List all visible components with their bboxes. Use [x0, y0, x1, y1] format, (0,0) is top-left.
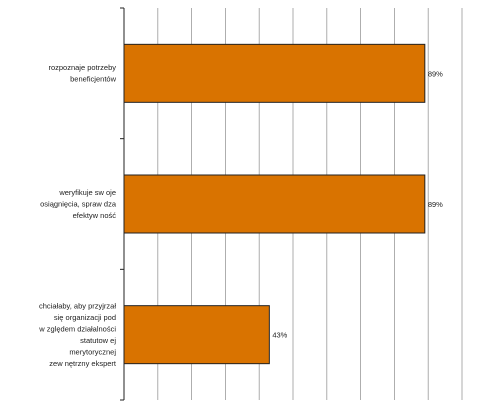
bars — [123, 43, 426, 365]
y-axis — [120, 7, 125, 401]
category-label: weryfikuje sw oje osiągnięcia, spraw dza e… — [40, 188, 117, 220]
value-label: 89% — [428, 69, 443, 78]
value-labels: 89% 89% 43% — [272, 69, 443, 339]
value-label: 43% — [272, 331, 287, 340]
bar-2 — [123, 305, 270, 365]
category-label: chciałaby, aby przyjrzał się organizacji … — [38, 301, 117, 368]
value-label: 89% — [428, 200, 443, 209]
bar-0 — [123, 43, 426, 103]
category-labels: rozpoznaje potrzeby beneficjentów weryfiku… — [38, 63, 117, 368]
bar-1 — [123, 174, 426, 234]
category-label: rozpoznaje potrzeby beneficjentów — [48, 63, 116, 84]
